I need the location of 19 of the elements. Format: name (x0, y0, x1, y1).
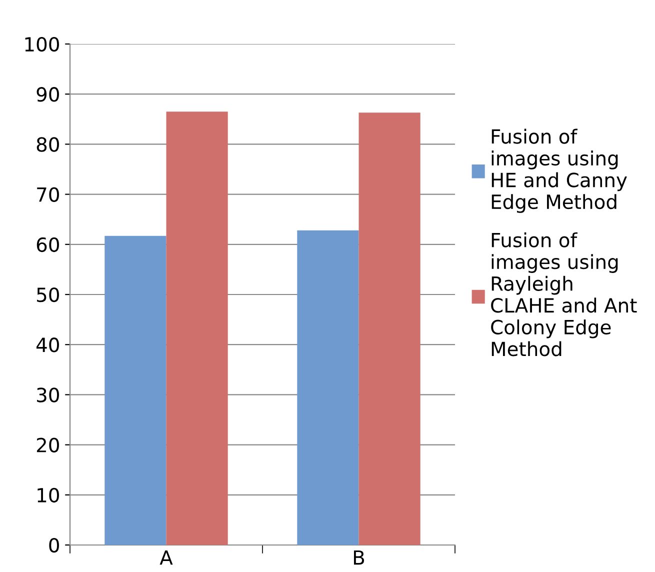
bar (104, 236, 166, 545)
y-tick-label: 50 (37, 287, 59, 302)
y-tick-label: 90 (36, 87, 59, 102)
x-tick-label: A (160, 550, 173, 565)
bar (166, 112, 228, 545)
bar (297, 230, 359, 545)
y-tick-label: 40 (36, 338, 59, 352)
y-tick-label: 60 (36, 237, 59, 252)
y-tick-label: 10 (38, 488, 59, 503)
y-tick-label: 70 (37, 187, 59, 202)
y-tick-label: 80 (36, 137, 59, 152)
x-tick-label: B (354, 550, 364, 565)
y-tick-label: 30 (37, 388, 59, 402)
y-tick-label: 0 (49, 538, 59, 553)
y-tick-label: 20 (36, 438, 59, 452)
legend-label: Fusion of images using HE and Canny Edge Method (492, 128, 627, 213)
legend-label: Fusion of images using Rayleigh CLAHE and Ant Colony Edge Method (491, 232, 637, 356)
bar (358, 112, 420, 545)
y-tick-label: 100 (25, 36, 59, 52)
